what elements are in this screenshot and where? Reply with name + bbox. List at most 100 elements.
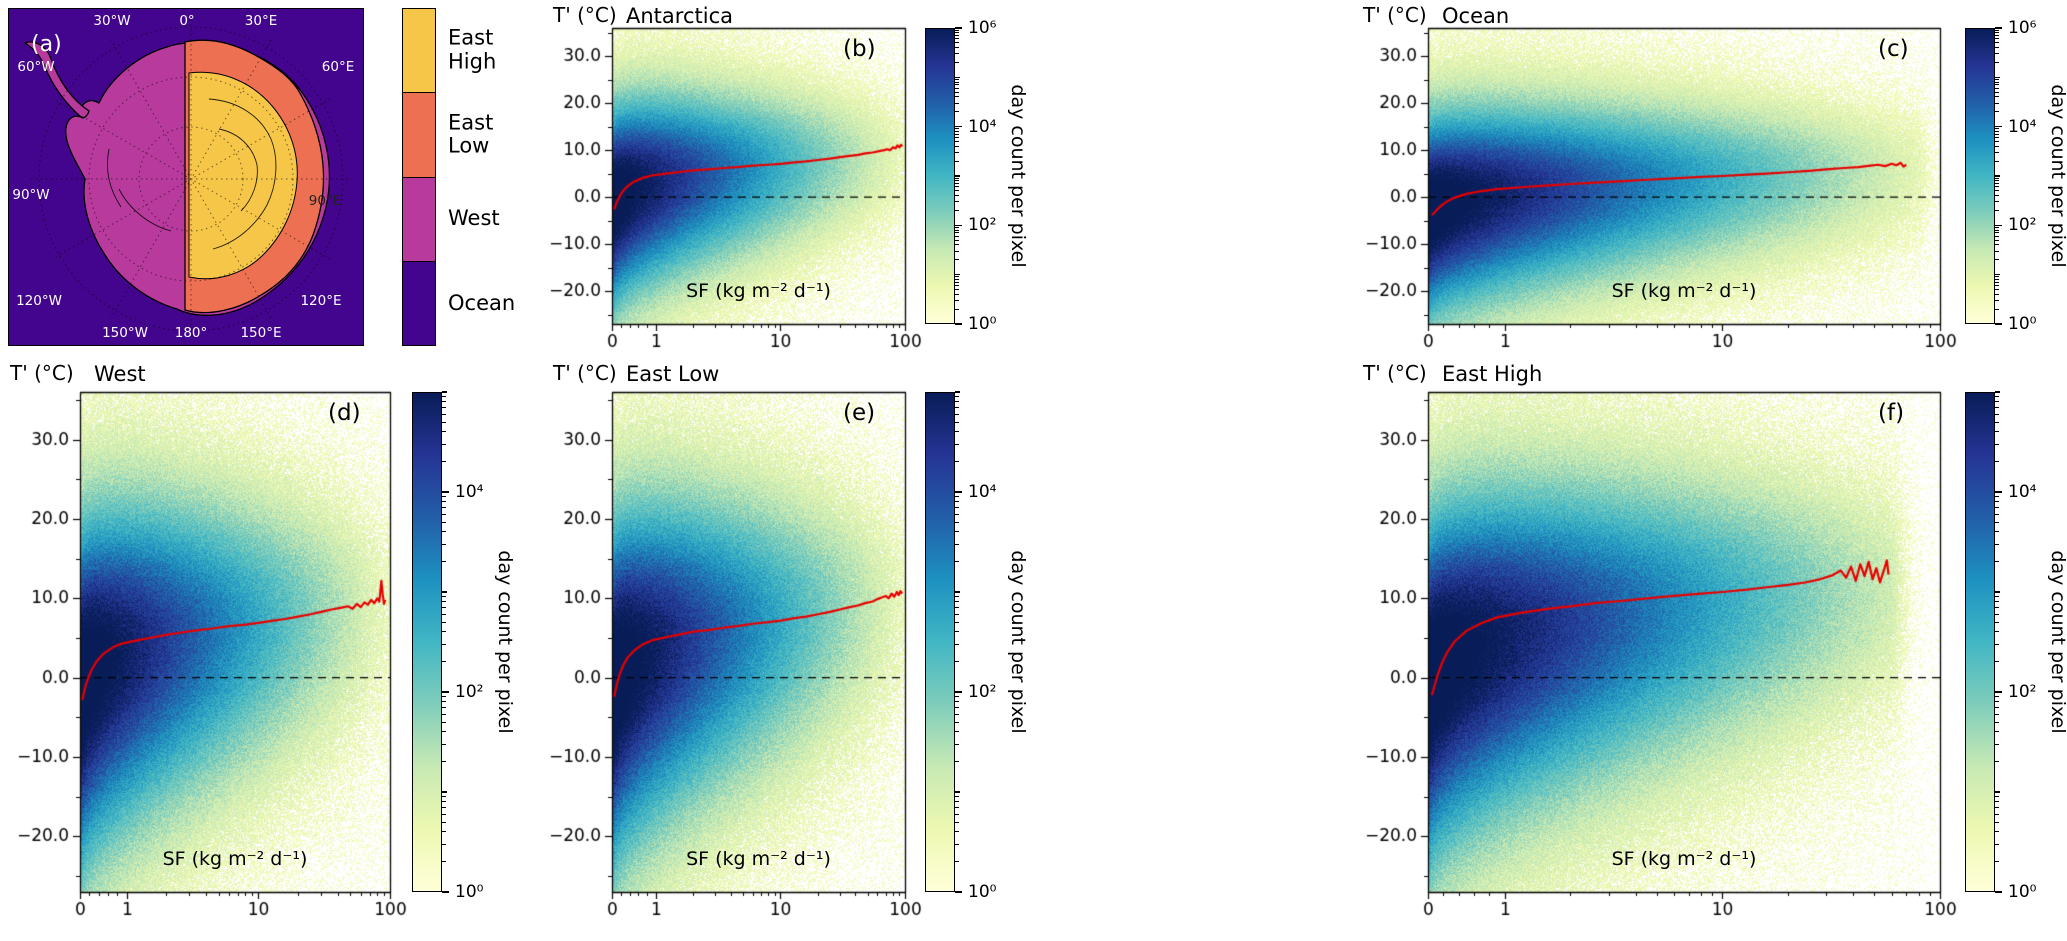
antarctica-map: 0° 30°E 30°W 60°E 60°W 90°E 90°W 120°E 1… — [8, 8, 364, 346]
colorbar-minor-tick — [442, 761, 446, 763]
colorbar-minor-tick — [955, 137, 959, 139]
colorbar-minor-tick — [1995, 543, 1999, 545]
colorbar-minor-tick — [955, 61, 959, 63]
colorbar-tick-label: 10⁶ — [968, 18, 997, 38]
colorbar-minor-tick — [955, 289, 959, 291]
lon-label: 0° — [179, 13, 194, 29]
colorbar-minor-tick — [442, 721, 446, 723]
colorbar-minor-tick — [1995, 35, 1999, 37]
map-legend-colorbar — [402, 8, 436, 346]
colorbar-tick-label: 10⁴ — [968, 116, 997, 137]
colorbar-minor-tick — [955, 180, 959, 182]
colorbar-tick — [955, 27, 962, 29]
colorbar-minor-tick — [955, 513, 959, 515]
colorbar-tick — [1995, 323, 2002, 325]
x-axis-title: SF (kg m⁻² d⁻¹) — [686, 280, 831, 302]
colorbar-minor-tick — [955, 861, 959, 863]
colorbar-minor-tick — [442, 401, 446, 403]
panel-letter: (d) — [328, 400, 361, 426]
colorbar-minor-tick — [1995, 276, 1999, 278]
density-plot-canvas — [1355, 0, 2067, 352]
colorbar-minor-tick — [955, 561, 959, 563]
colorbar-minor-tick — [955, 696, 959, 698]
colorbar-minor-tick — [1995, 183, 1999, 185]
colorbar — [1965, 28, 1995, 324]
legend-label: Ocean — [448, 290, 516, 315]
colorbar-minor-tick — [442, 396, 446, 398]
panel-title: East High — [1442, 362, 1543, 386]
colorbar-minor-tick — [955, 229, 959, 231]
colorbar-minor-tick — [442, 843, 446, 845]
colorbar-minor-tick — [442, 821, 446, 823]
colorbar-minor-tick — [1995, 421, 1999, 423]
colorbar-tick — [955, 273, 960, 276]
colorbar-minor-tick — [955, 831, 959, 833]
colorbar-minor-tick — [955, 496, 959, 498]
colorbar-minor-tick — [955, 601, 959, 603]
colorbar-minor-tick — [955, 259, 959, 261]
colorbar-minor-tick — [1995, 186, 1999, 188]
colorbar-minor-tick — [1995, 721, 1999, 723]
colorbar-minor-tick — [955, 250, 959, 252]
colorbar-minor-tick — [1995, 531, 1999, 533]
panel-title: West — [94, 362, 146, 386]
colorbar-minor-tick — [1995, 406, 1999, 408]
colorbar-minor-tick — [442, 506, 446, 508]
colorbar-minor-tick — [1995, 601, 1999, 603]
colorbar-minor-tick — [955, 801, 959, 803]
legend-swatch — [403, 93, 435, 178]
lon-label: 30°E — [245, 13, 277, 29]
colorbar-minor-tick — [955, 713, 959, 715]
colorbar-minor-tick — [955, 128, 959, 130]
colorbar-minor-tick — [442, 443, 446, 445]
colorbar-minor-tick — [1995, 506, 1999, 508]
colorbar-minor-tick — [1995, 801, 1999, 803]
colorbar-tick — [1995, 791, 2000, 793]
colorbar-minor-tick — [1995, 160, 1999, 162]
colorbar-tick-label: 10² — [2008, 215, 2037, 236]
colorbar-minor-tick — [955, 613, 959, 615]
colorbar-tick — [955, 125, 962, 128]
colorbar-minor-tick — [1995, 285, 1999, 287]
legend-label: West — [448, 206, 500, 231]
colorbar-minor-tick — [442, 831, 446, 833]
colorbar-tick-label: 10² — [2008, 682, 2037, 702]
colorbar-minor-tick — [1995, 87, 1999, 89]
colorbar-minor-tick — [1995, 606, 1999, 608]
colorbar-tick — [442, 891, 449, 893]
colorbar-tick — [955, 224, 962, 227]
x-axis-title: SF (kg m⁻² d⁻¹) — [1611, 280, 1757, 302]
colorbar-minor-tick — [442, 613, 446, 615]
colorbar-tick — [1995, 27, 2002, 29]
colorbar-minor-tick — [1995, 250, 1999, 252]
colorbar-minor-tick — [1995, 596, 1999, 598]
colorbar-minor-tick — [442, 406, 446, 408]
colorbar-minor-tick — [955, 160, 959, 162]
lon-label: 90°E — [309, 193, 341, 209]
colorbar-minor-tick — [955, 79, 959, 81]
colorbar-minor-tick — [1995, 796, 1999, 798]
colorbar-minor-tick — [955, 38, 959, 40]
colorbar-minor-tick — [442, 801, 446, 803]
colorbar-minor-tick — [1995, 47, 1999, 49]
colorbar-tick — [1995, 691, 2002, 693]
colorbar-minor-tick — [955, 506, 959, 508]
colorbar-minor-tick — [1995, 209, 1999, 211]
colorbar-minor-tick — [1995, 293, 1999, 295]
colorbar-tick-label: 10⁴ — [2008, 482, 2037, 502]
colorbar-minor-tick — [1995, 496, 1999, 498]
colorbar-minor-tick — [1995, 861, 1999, 863]
lon-label: 180° — [175, 325, 208, 341]
colorbar-minor-tick — [1995, 177, 1999, 179]
colorbar-minor-tick — [955, 543, 959, 545]
colorbar-minor-tick — [442, 743, 446, 745]
colorbar-minor-tick — [955, 91, 959, 93]
panel-antarctica: T' (°C) Antarctica (b) SF (kg m⁻² d⁻¹) d… — [545, 0, 1035, 352]
colorbar-tick-label: 10⁰ — [968, 314, 997, 334]
lon-label: 60°W — [17, 59, 54, 75]
colorbar-minor-tick — [1995, 81, 1999, 83]
colorbar-minor-tick — [955, 190, 959, 192]
longitude-labels: 0° 30°E 30°W 60°E 60°W 90°E 90°W 120°E 1… — [12, 13, 354, 341]
colorbar-minor-tick — [955, 151, 959, 153]
colorbar-minor-tick — [955, 244, 959, 246]
